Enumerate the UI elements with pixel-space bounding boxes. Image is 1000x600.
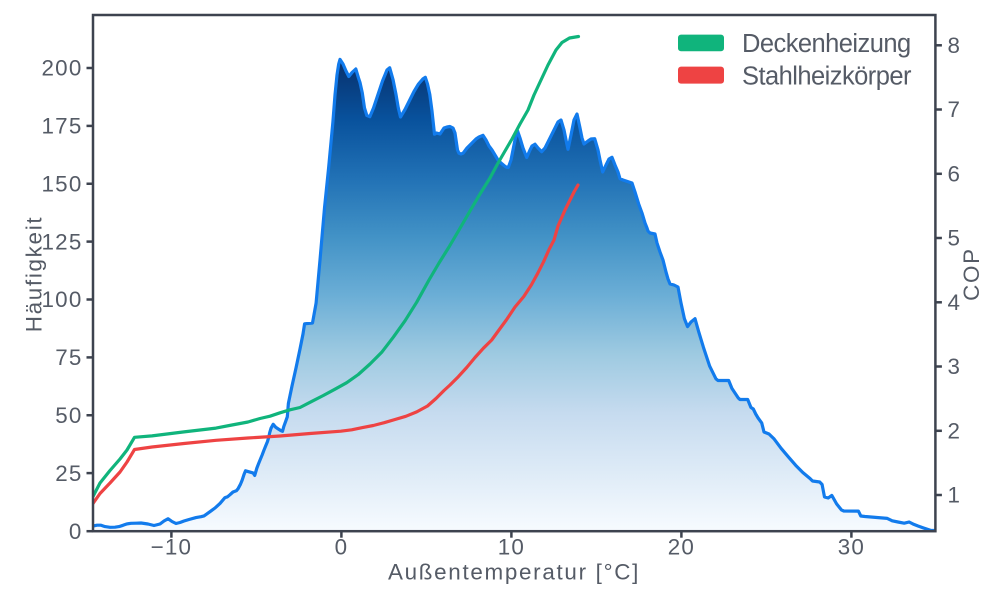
svg-text:0: 0: [335, 535, 349, 560]
svg-text:75: 75: [55, 345, 82, 370]
svg-text:100: 100: [42, 287, 83, 312]
svg-text:4: 4: [948, 290, 962, 315]
svg-text:6: 6: [948, 162, 962, 187]
svg-text:3: 3: [948, 354, 962, 379]
svg-text:10: 10: [498, 535, 525, 560]
svg-text:30: 30: [838, 535, 865, 560]
svg-text:150: 150: [42, 171, 83, 196]
svg-text:0: 0: [69, 519, 83, 544]
svg-text:Deckenheizung: Deckenheizung: [742, 30, 911, 58]
svg-text:175: 175: [42, 114, 83, 139]
svg-text:25: 25: [55, 461, 82, 486]
svg-text:200: 200: [42, 56, 83, 81]
svg-text:Häufigkeit: Häufigkeit: [22, 216, 47, 333]
svg-text:5: 5: [948, 226, 962, 251]
svg-text:Stahlheizkörper: Stahlheizkörper: [742, 63, 912, 91]
svg-text:COP: COP: [959, 247, 984, 301]
svg-text:125: 125: [42, 229, 83, 254]
svg-text:Außentemperatur [°C]: Außentemperatur [°C]: [388, 560, 640, 585]
svg-text:50: 50: [55, 403, 82, 428]
svg-text:8: 8: [948, 33, 962, 58]
svg-text:−10: −10: [151, 535, 193, 560]
svg-text:2: 2: [948, 419, 962, 444]
svg-text:20: 20: [668, 535, 695, 560]
svg-text:1: 1: [948, 483, 962, 508]
svg-text:7: 7: [948, 97, 962, 122]
